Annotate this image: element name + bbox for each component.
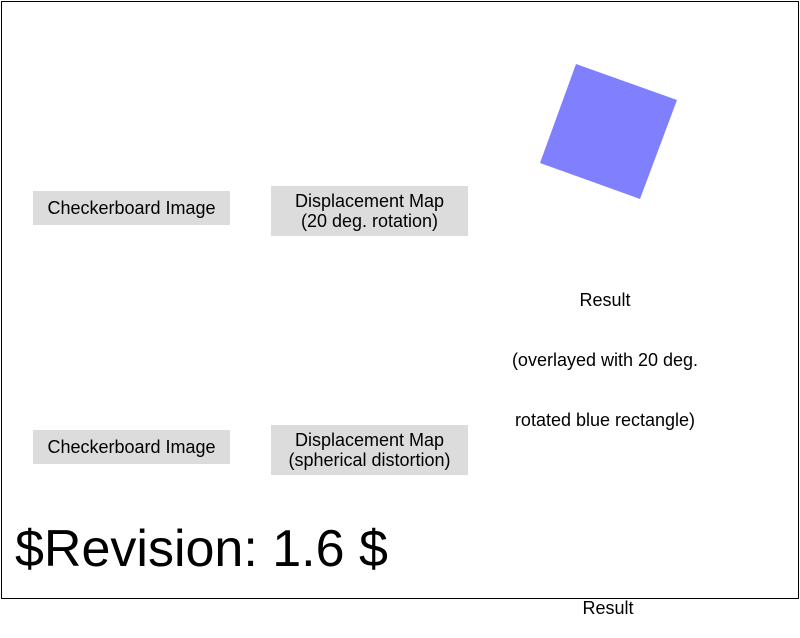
checkerboard-label-text-1: Checkerboard Image	[47, 198, 216, 218]
checkerboard-image-label-2: Checkerboard Image	[33, 430, 230, 464]
checkerboard-label-text-2: Checkerboard Image	[47, 437, 216, 457]
displacement-label-line1-2: Displacement Map	[294, 430, 445, 450]
displacement-label-line1-1: Displacement Map	[294, 191, 445, 211]
displacement-label-line2-2: (spherical distortion)	[288, 450, 451, 470]
rotated-rectangle-layer	[540, 64, 677, 199]
displacement-map-label-2: Displacement Map (spherical distortion)	[271, 425, 468, 475]
displacement-label-line2-1: (20 deg. rotation)	[300, 211, 439, 231]
displacement-map-label-1: Displacement Map (20 deg. rotation)	[271, 186, 468, 236]
result-caption-1-line2: (overlayed with 20 deg.	[511, 350, 699, 370]
checkerboard-image-label-1: Checkerboard Image	[33, 191, 230, 225]
result-caption-1-line3: rotated blue rectangle)	[514, 410, 696, 430]
rotated-blue-rectangle	[540, 64, 677, 199]
result-caption-1-line1: Result	[579, 290, 631, 310]
result-caption-2-line1: Result	[582, 598, 634, 618]
revision-text: $Revision: 1.6 $	[15, 520, 388, 578]
result-caption-1: Result (overlayed with 20 deg. rotated b…	[495, 250, 715, 450]
result-caption-2: Result	[545, 558, 671, 638]
